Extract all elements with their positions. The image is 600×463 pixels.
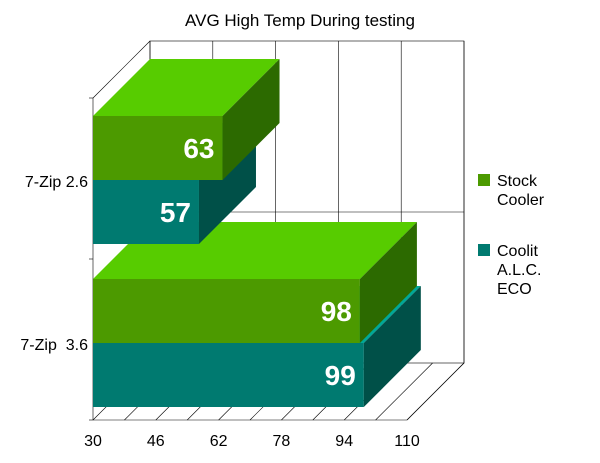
- legend-label: Stock: [497, 173, 538, 190]
- side-wall-top: [92, 40, 151, 99]
- bar-front: [93, 343, 364, 407]
- x-tick-label: 62: [210, 433, 228, 450]
- bar-side: [359, 222, 417, 343]
- bars: 99 98 57 63: [93, 59, 421, 407]
- chart-title: AVG High Temp During testing: [185, 11, 415, 30]
- data-label: 98: [321, 296, 352, 327]
- legend-label: ECO: [497, 281, 532, 298]
- x-tick-label: 110: [394, 433, 420, 450]
- bar-side: [222, 59, 280, 180]
- legend-swatch: [478, 244, 490, 256]
- x-tick-label: 78: [273, 433, 291, 450]
- gridline-floor-minor: [375, 362, 433, 421]
- legend-label: Coolit: [497, 243, 538, 260]
- x-tick-label: 94: [335, 433, 353, 450]
- axis-labels: 7-Zip 2.6 7-Zip 3.6 30 46 62 78 94 110: [20, 174, 419, 450]
- category-label: 7-Zip 3.6: [20, 337, 88, 354]
- bar-side: [363, 286, 421, 407]
- data-label: 99: [325, 360, 356, 391]
- legend-item: Coolit A.L.C. ECO: [478, 243, 541, 298]
- data-label: 63: [183, 133, 214, 164]
- legend-swatch: [478, 174, 490, 186]
- bar-stock-cooler-0: 63: [93, 59, 280, 180]
- x-tick-label: 30: [84, 433, 102, 450]
- legend-label: Cooler: [497, 192, 545, 209]
- bar-top: [93, 59, 280, 116]
- x-tick-label: 46: [147, 433, 165, 450]
- legend-label: A.L.C.: [497, 262, 541, 279]
- legend: Stock Cooler Coolit A.L.C. ECO: [478, 173, 545, 298]
- legend-item: Stock Cooler: [478, 173, 545, 209]
- bar-front: [93, 116, 223, 180]
- bar-front: [93, 180, 199, 244]
- data-label: 57: [160, 197, 191, 228]
- floor-right-edge: [406, 362, 465, 421]
- category-label: 7-Zip 2.6: [25, 174, 88, 191]
- bar-front: [93, 279, 360, 343]
